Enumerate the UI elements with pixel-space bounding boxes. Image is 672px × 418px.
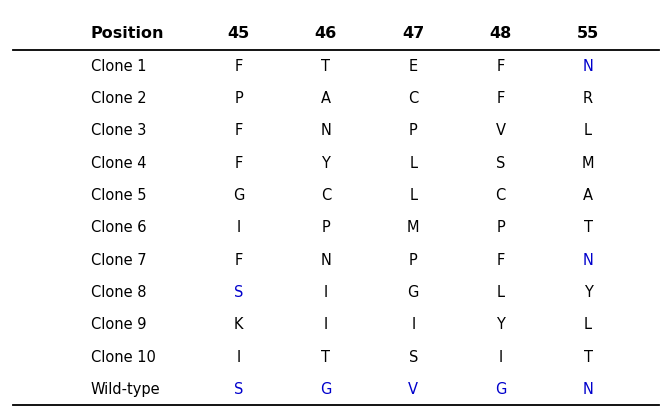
Text: I: I: [237, 349, 241, 364]
Text: P: P: [234, 91, 243, 106]
Text: N: N: [321, 252, 331, 268]
Text: I: I: [499, 349, 503, 364]
Text: C: C: [408, 91, 419, 106]
Text: S: S: [409, 349, 418, 364]
Text: S: S: [234, 285, 243, 300]
Text: Clone 4: Clone 4: [91, 156, 146, 171]
Text: T: T: [583, 220, 593, 235]
Text: L: L: [497, 285, 505, 300]
Text: Clone 8: Clone 8: [91, 285, 146, 300]
Text: N: N: [583, 252, 593, 268]
Text: F: F: [497, 59, 505, 74]
Text: F: F: [235, 252, 243, 268]
Text: R: R: [583, 91, 593, 106]
Text: 45: 45: [227, 26, 250, 41]
Text: I: I: [411, 317, 415, 332]
Text: 55: 55: [577, 26, 599, 41]
Text: Clone 7: Clone 7: [91, 252, 146, 268]
Text: Clone 10: Clone 10: [91, 349, 156, 364]
Text: Y: Y: [496, 317, 505, 332]
Text: 48: 48: [489, 26, 512, 41]
Text: A: A: [321, 91, 331, 106]
Text: N: N: [321, 123, 331, 138]
Text: C: C: [495, 188, 506, 203]
Text: K: K: [234, 317, 243, 332]
Text: N: N: [583, 382, 593, 397]
Text: T: T: [321, 59, 331, 74]
Text: I: I: [237, 220, 241, 235]
Text: P: P: [496, 220, 505, 235]
Text: L: L: [409, 188, 417, 203]
Text: E: E: [409, 59, 418, 74]
Text: Clone 5: Clone 5: [91, 188, 146, 203]
Text: L: L: [584, 123, 592, 138]
Text: Clone 3: Clone 3: [91, 123, 146, 138]
Text: Clone 9: Clone 9: [91, 317, 146, 332]
Text: S: S: [496, 156, 505, 171]
Text: A: A: [583, 188, 593, 203]
Text: G: G: [495, 382, 506, 397]
Text: G: G: [321, 382, 331, 397]
Text: Position: Position: [91, 26, 164, 41]
Text: F: F: [235, 59, 243, 74]
Text: P: P: [409, 252, 418, 268]
Text: T: T: [583, 349, 593, 364]
Text: V: V: [496, 123, 505, 138]
Text: N: N: [583, 59, 593, 74]
Text: Y: Y: [583, 285, 593, 300]
Text: S: S: [234, 382, 243, 397]
Text: M: M: [407, 220, 419, 235]
Text: F: F: [497, 252, 505, 268]
Text: I: I: [324, 317, 328, 332]
Text: G: G: [233, 188, 244, 203]
Text: F: F: [235, 123, 243, 138]
Text: G: G: [408, 285, 419, 300]
Text: Clone 6: Clone 6: [91, 220, 146, 235]
Text: T: T: [321, 349, 331, 364]
Text: L: L: [409, 156, 417, 171]
Text: Clone 1: Clone 1: [91, 59, 146, 74]
Text: M: M: [582, 156, 594, 171]
Text: Wild-type: Wild-type: [91, 382, 161, 397]
Text: P: P: [409, 123, 418, 138]
Text: L: L: [584, 317, 592, 332]
Text: P: P: [321, 220, 331, 235]
Text: F: F: [235, 156, 243, 171]
Text: Clone 2: Clone 2: [91, 91, 146, 106]
Text: F: F: [497, 91, 505, 106]
Text: V: V: [409, 382, 418, 397]
Text: Y: Y: [321, 156, 331, 171]
Text: 46: 46: [314, 26, 337, 41]
Text: C: C: [321, 188, 331, 203]
Text: 47: 47: [402, 26, 425, 41]
Text: I: I: [324, 285, 328, 300]
